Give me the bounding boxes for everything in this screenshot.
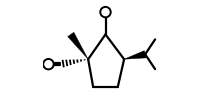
Polygon shape xyxy=(124,51,146,60)
Polygon shape xyxy=(68,33,88,60)
Circle shape xyxy=(43,59,54,70)
Circle shape xyxy=(100,8,111,18)
